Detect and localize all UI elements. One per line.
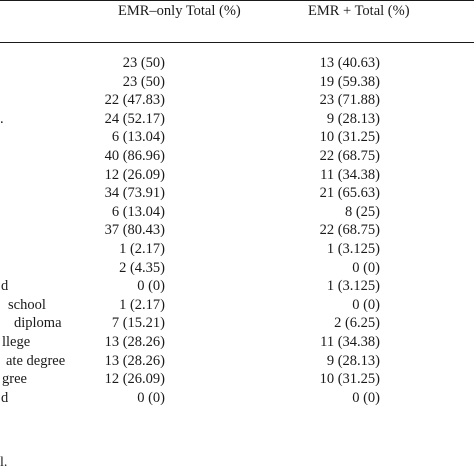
row-label: d: [1, 278, 9, 295]
cell-emr-plus-total: 0 (0): [352, 296, 380, 313]
cell-emr-only-total: 40 (86.96): [104, 147, 165, 164]
table-body: 23 (50) 13 (40.63) 23 (50) 19 (59.38) 22 (47…: [0, 54, 474, 407]
cell-emr-only-total: 1 (2.17): [119, 240, 165, 257]
cell-emr-plus-total: 2 (6.25): [334, 315, 380, 332]
cell-emr-plus-total: 23 (71.88): [319, 92, 380, 109]
cell-emr-plus-total: 0 (0): [352, 259, 380, 276]
table-top-rule: [0, 0, 474, 1]
table-row: school 1 (2.17) 0 (0): [0, 296, 474, 315]
row-label: d: [1, 389, 9, 406]
cell-emr-only-total: 23 (50): [122, 55, 165, 71]
table-row: 1 (2.17) 1 (3.125): [0, 240, 474, 259]
header-emr-plus-total: EMR + Total (%): [308, 3, 410, 19]
cell-emr-plus-total: 13 (40.63): [319, 55, 380, 71]
table-row: gree 12 (26.09) 10 (31.25): [0, 370, 474, 389]
cell-emr-only-total: 12 (26.09): [104, 371, 165, 388]
cell-emr-plus-total: 8 (25): [344, 203, 380, 220]
cell-emr-only-total: 34 (73.91): [104, 185, 165, 202]
cell-emr-only-total: 6 (13.04): [111, 129, 165, 146]
table-row: d 0 (0) 1 (3.125): [0, 277, 474, 296]
cell-emr-only-total: 1 (2.17): [119, 296, 165, 313]
cell-emr-plus-total: 1 (3.125): [326, 278, 380, 295]
table-row: 22 (47.83) 23 (71.88): [0, 91, 474, 110]
cell-emr-plus-total: 9 (28.13): [326, 110, 380, 127]
cell-emr-plus-total: 0 (0): [352, 389, 380, 406]
cell-emr-plus-total: 21 (65.63): [319, 185, 380, 202]
row-label: ate degree: [6, 352, 66, 369]
cell-emr-plus-total: 11 (34.38): [320, 166, 380, 183]
row-label: school: [8, 296, 46, 313]
table-row: ate degree 13 (28.26) 9 (28.13): [0, 352, 474, 371]
table-footnote: l.: [0, 455, 8, 470]
table-row: 2 (4.35) 0 (0): [0, 259, 474, 278]
cell-emr-only-total: 12 (26.09): [104, 166, 165, 183]
cell-emr-only-total: 6 (13.04): [111, 203, 165, 220]
table-row: 40 (86.96) 22 (68.75): [0, 147, 474, 166]
cell-emr-only-total: 2 (4.35): [119, 259, 165, 276]
table-row: diploma 7 (15.21) 2 (6.25): [0, 314, 474, 333]
cell-emr-plus-total: 19 (59.38): [319, 73, 380, 90]
table-row: 37 (80.43) 22 (68.75): [0, 221, 474, 240]
cell-emr-only-total: 37 (80.43): [104, 222, 165, 239]
row-label: diploma: [14, 315, 62, 332]
cell-emr-only-total: 0 (0): [137, 278, 165, 295]
table-row: d 0 (0) 0 (0): [0, 389, 474, 408]
table-row: 23 (50) 19 (59.38): [0, 73, 474, 92]
header-emr-only-total: EMR–only Total (%): [118, 3, 241, 19]
table-row: . 24 (52.17) 9 (28.13): [0, 110, 474, 129]
cell-emr-plus-total: 10 (31.25): [319, 129, 380, 146]
cell-emr-only-total: 13 (28.26): [104, 352, 165, 369]
cell-emr-only-total: 23 (50): [122, 73, 165, 90]
cell-emr-plus-total: 22 (68.75): [319, 147, 380, 164]
cell-emr-only-total: 0 (0): [137, 389, 165, 406]
cell-emr-only-total: 7 (15.21): [111, 315, 165, 332]
cell-emr-plus-total: 11 (34.38): [320, 333, 380, 350]
cell-emr-plus-total: 22 (68.75): [319, 222, 380, 239]
row-label: llege: [2, 333, 31, 350]
cell-emr-only-total: 24 (52.17): [104, 110, 165, 127]
cell-emr-only-total: 22 (47.83): [104, 92, 165, 109]
row-label: gree: [2, 371, 27, 388]
table-row: llege 13 (28.26) 11 (34.38): [0, 333, 474, 352]
header-rule: [0, 42, 474, 43]
table-row: 12 (26.09) 11 (34.38): [0, 166, 474, 185]
table-row: 6 (13.04) 8 (25): [0, 203, 474, 222]
row-label: .: [0, 110, 4, 127]
cell-emr-only-total: 13 (28.26): [104, 333, 165, 350]
cell-emr-plus-total: 1 (3.125): [326, 240, 380, 257]
cell-emr-plus-total: 9 (28.13): [326, 352, 380, 369]
table-row: 34 (73.91) 21 (65.63): [0, 184, 474, 203]
table-row: 23 (50) 13 (40.63): [0, 54, 474, 73]
table-row: 6 (13.04) 10 (31.25): [0, 128, 474, 147]
cell-emr-plus-total: 10 (31.25): [319, 371, 380, 388]
